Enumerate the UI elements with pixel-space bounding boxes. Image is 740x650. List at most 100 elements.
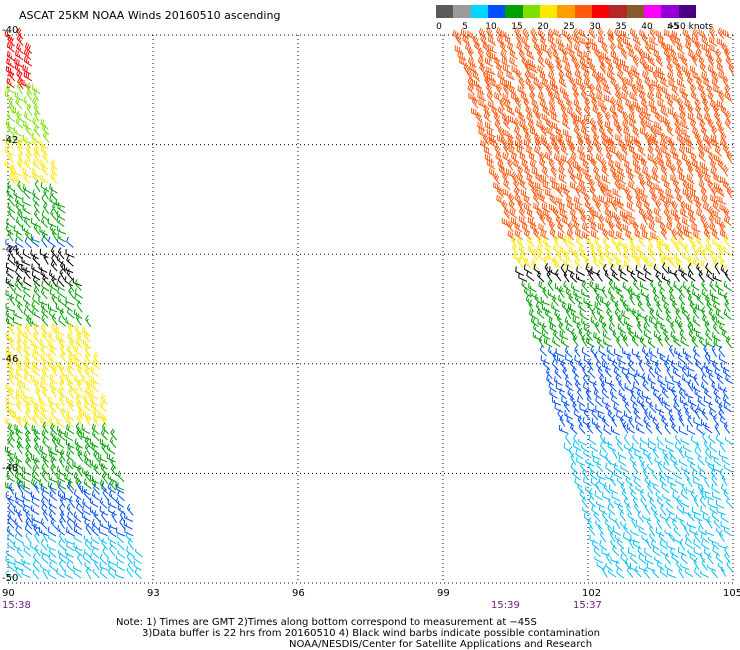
wind-barb bbox=[40, 518, 48, 530]
wind-barb bbox=[686, 286, 693, 299]
wind-barb bbox=[66, 503, 74, 516]
wind-barb bbox=[76, 427, 83, 440]
wind-barb bbox=[42, 131, 50, 143]
wind-barb bbox=[618, 379, 625, 392]
wind-barb bbox=[686, 139, 695, 150]
wind-barb bbox=[720, 521, 730, 530]
wind-barb bbox=[559, 388, 567, 400]
wind-barb bbox=[666, 507, 675, 516]
wind-barb bbox=[682, 347, 692, 358]
wind-barb bbox=[640, 118, 647, 131]
wind-barb bbox=[695, 359, 703, 371]
wind-barb bbox=[672, 111, 680, 124]
wind-barb bbox=[5, 120, 15, 130]
wind-barb bbox=[648, 100, 658, 111]
wind-barb bbox=[694, 530, 701, 543]
wind-barb bbox=[723, 464, 733, 473]
wind-barb bbox=[723, 235, 731, 248]
wind-barb bbox=[33, 209, 41, 222]
wind-barb bbox=[712, 200, 721, 213]
wind-barb bbox=[40, 301, 49, 313]
wind-barb bbox=[591, 43, 601, 54]
wind-barb bbox=[73, 511, 82, 523]
wind-barb bbox=[609, 484, 618, 494]
wind-barb bbox=[503, 188, 513, 198]
wind-barb bbox=[680, 200, 687, 213]
wind-barb bbox=[537, 82, 544, 95]
wind-barb bbox=[638, 359, 645, 372]
wind-barb bbox=[599, 540, 608, 551]
wind-barb bbox=[511, 243, 519, 256]
wind-barb bbox=[557, 97, 565, 109]
wind-barb bbox=[670, 360, 679, 372]
wind-barb bbox=[98, 453, 108, 463]
wind-barb bbox=[723, 206, 731, 219]
wind-barb bbox=[514, 126, 522, 138]
wind-barb bbox=[718, 353, 728, 364]
wind-barb bbox=[687, 321, 694, 334]
wind-barb bbox=[59, 268, 66, 281]
wind-barb bbox=[56, 210, 66, 221]
wind-barb bbox=[600, 104, 608, 117]
wind-barb bbox=[622, 111, 629, 124]
wind-barb bbox=[628, 447, 634, 460]
wind-barb bbox=[566, 194, 575, 206]
wind-barb bbox=[476, 84, 485, 95]
wind-barb bbox=[486, 159, 496, 170]
wind-barb bbox=[562, 47, 569, 60]
wind-barb bbox=[562, 91, 571, 104]
wind-barb bbox=[654, 321, 661, 334]
wind-barb bbox=[41, 164, 49, 176]
wind-barb bbox=[48, 331, 56, 343]
wind-barb bbox=[561, 183, 571, 192]
wind-barb bbox=[718, 383, 728, 393]
wind-barb bbox=[702, 202, 712, 213]
wind-barb bbox=[637, 510, 644, 523]
wind-barb bbox=[616, 258, 625, 270]
wind-barb bbox=[89, 497, 99, 508]
wind-barb bbox=[41, 235, 48, 248]
wind-barb bbox=[649, 533, 657, 543]
wind-barb bbox=[5, 267, 14, 279]
wind-barb bbox=[537, 91, 546, 103]
wind-barb bbox=[607, 138, 617, 149]
wind-barb bbox=[632, 472, 641, 481]
wind-barb bbox=[467, 30, 477, 41]
wind-barb bbox=[5, 303, 15, 312]
wind-barb bbox=[693, 494, 699, 508]
wind-barb bbox=[625, 372, 632, 385]
wind-barb bbox=[16, 323, 24, 336]
wind-barb bbox=[697, 144, 705, 156]
wind-barb bbox=[598, 100, 608, 110]
wind-barb bbox=[518, 76, 525, 89]
wind-barb bbox=[724, 118, 732, 131]
wind-barb bbox=[43, 252, 49, 265]
wind-barb bbox=[503, 117, 511, 130]
wind-barb bbox=[699, 62, 708, 74]
wind-barb bbox=[517, 237, 525, 249]
wind-barb bbox=[673, 395, 680, 408]
wind-barb bbox=[21, 79, 31, 89]
wind-barb bbox=[611, 199, 618, 212]
wind-barb bbox=[574, 228, 583, 240]
wind-barb bbox=[523, 97, 530, 110]
wind-barb bbox=[529, 63, 538, 74]
wind-barb bbox=[634, 229, 643, 240]
wind-barb bbox=[99, 438, 109, 448]
wind-barb bbox=[8, 246, 15, 259]
wind-barb bbox=[64, 569, 74, 579]
wind-barb bbox=[615, 560, 623, 572]
wind-barb bbox=[601, 165, 609, 177]
wind-barb bbox=[115, 497, 124, 508]
wind-barb bbox=[40, 323, 48, 335]
wind-barb bbox=[647, 337, 656, 349]
wind-barb bbox=[571, 55, 578, 68]
wind-barb bbox=[693, 566, 702, 578]
wind-barb bbox=[639, 489, 647, 501]
wind-barb bbox=[569, 76, 577, 88]
wind-barb bbox=[100, 393, 108, 406]
wind-barb bbox=[636, 388, 645, 400]
wind-barb bbox=[631, 288, 641, 298]
wind-barb bbox=[644, 76, 652, 89]
wind-barb bbox=[51, 435, 58, 448]
